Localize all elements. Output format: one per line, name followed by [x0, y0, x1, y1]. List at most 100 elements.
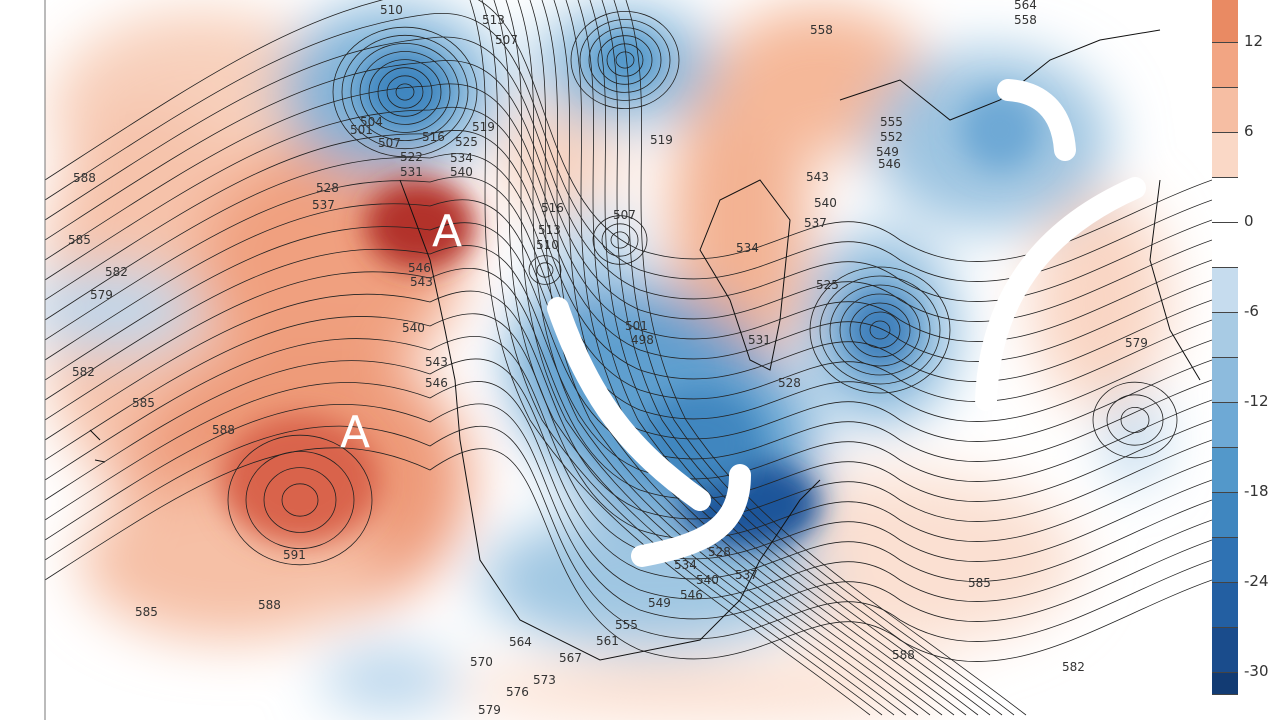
contour-line	[481, 0, 883, 716]
contour-ring	[528, 255, 562, 285]
contour-label: 579	[1125, 336, 1148, 350]
contour-label: 561	[596, 634, 619, 648]
anomaly-area	[450, 662, 950, 718]
contour-label: 516	[422, 130, 445, 144]
contour-label: 582	[1062, 660, 1085, 674]
colorbar-segment	[1212, 133, 1238, 178]
colorbar-segment	[1212, 493, 1238, 538]
contour-line	[45, 358, 1212, 582]
high-marker: A	[432, 206, 462, 257]
contour-label: 525	[816, 278, 839, 292]
anomaly-core	[960, 90, 1040, 170]
contour-label: 576	[506, 685, 529, 699]
contour-label: 510	[536, 238, 559, 252]
contour-label: 519	[472, 120, 495, 134]
colorbar-tick-label: -12	[1244, 392, 1269, 410]
coastline	[839, 29, 1161, 121]
contour-label: 549	[648, 596, 671, 610]
contour-ring	[829, 284, 931, 376]
colorbar-segment	[1212, 0, 1238, 43]
contour-label: 507	[613, 208, 636, 222]
contour-label: 525	[455, 135, 478, 149]
contour-label: 504	[360, 115, 383, 129]
contour-ring	[1092, 381, 1178, 459]
contour-label: 513	[482, 13, 505, 27]
contour-ring	[395, 83, 415, 101]
high-marker: A	[340, 407, 370, 458]
contour-label: 534	[736, 241, 759, 255]
contour-label: 528	[316, 181, 339, 195]
colorbar-segment	[1212, 628, 1238, 673]
contour-ring	[570, 11, 680, 109]
anomaly-core	[845, 290, 915, 370]
contour-label: 585	[968, 576, 991, 590]
contour-line	[45, 36, 1212, 302]
contour-label: 558	[1014, 13, 1037, 27]
coastline	[699, 179, 791, 371]
contour-label: 555	[615, 618, 638, 632]
contour-ring	[368, 59, 442, 125]
contour-label: 567	[559, 651, 582, 665]
contour-line	[613, 0, 1015, 716]
contour-line	[45, 425, 1212, 642]
contour-label: 555	[880, 115, 903, 129]
contour-label: 540	[696, 573, 719, 587]
contour-ring	[610, 231, 630, 249]
contour-ring	[809, 266, 951, 394]
contour-ring	[332, 26, 478, 158]
contour-ring	[227, 434, 373, 566]
colorbar-tick-label: -30	[1244, 662, 1269, 680]
colorbar-segment	[1212, 223, 1238, 268]
contour-label: 573	[533, 673, 556, 687]
contour-ring	[606, 43, 644, 77]
contour-label: 510	[380, 3, 403, 17]
contour-line	[493, 0, 895, 716]
contour-ring	[588, 27, 662, 93]
ridge-curve	[975, 177, 1146, 411]
contour-label: 522	[400, 150, 423, 164]
contour-label: 501	[350, 123, 373, 137]
contour-line	[45, 245, 1212, 482]
contour-label: 498	[631, 333, 654, 347]
contour-line	[45, 381, 1212, 602]
contour-line	[469, 0, 871, 716]
anomaly-core	[590, 30, 660, 90]
contour-label: 513	[538, 223, 561, 237]
contour-label: 540	[450, 165, 473, 179]
contour-line	[517, 0, 919, 716]
colorbar-segment	[1212, 268, 1238, 313]
contour-line	[529, 0, 931, 716]
contour-label: 579	[90, 288, 113, 302]
contour-line	[45, 60, 1212, 322]
anomaly-area	[1110, 395, 1160, 485]
contour-line	[45, 403, 1212, 622]
colorbar-tick-label: 6	[1244, 122, 1254, 140]
contour-ring	[849, 302, 911, 358]
contour-label: 537	[804, 216, 827, 230]
contour-line	[601, 0, 1003, 716]
contour-label: 531	[748, 333, 771, 347]
contour-line	[45, 0, 1212, 262]
contour-ring	[245, 450, 355, 549]
contour-label: 570	[470, 655, 493, 669]
contour-label: 540	[814, 196, 837, 210]
contour-label: 588	[258, 598, 281, 612]
contour-line	[45, 290, 1212, 522]
contour-label: 564	[1014, 0, 1037, 12]
colorbar-segment	[1212, 673, 1238, 695]
contour-ring	[377, 67, 433, 117]
contour-ring	[359, 51, 451, 133]
contour-label: 537	[735, 568, 758, 582]
contour-label: 531	[400, 165, 423, 179]
contour-line	[505, 0, 907, 716]
contour-label: 588	[73, 171, 96, 185]
contour-ring	[281, 483, 319, 517]
contour-label: 546	[680, 588, 703, 602]
contour-ring	[869, 320, 891, 340]
contour-label: 543	[425, 355, 448, 369]
contour-line	[625, 0, 1027, 716]
contour-label: 564	[509, 635, 532, 649]
colorbar-segment	[1212, 538, 1238, 583]
contour-label: 585	[132, 396, 155, 410]
contour-ring	[579, 19, 671, 101]
